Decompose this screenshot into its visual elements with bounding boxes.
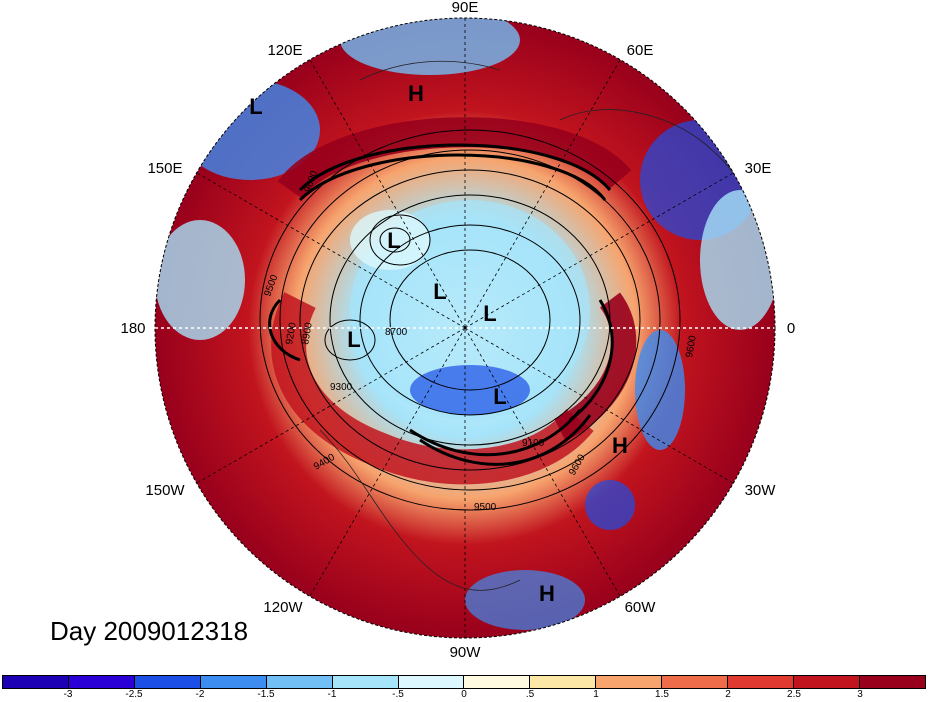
colorbar-bin [332, 676, 399, 688]
colorbar-tick-label: 2.5 [787, 689, 801, 700]
colorbar-bin [68, 676, 135, 688]
pressure-center-low: L [249, 94, 262, 119]
colorbar-tick-label: 2 [725, 689, 731, 700]
colorbar-tick-label: .5 [525, 689, 535, 700]
lon-label-90e: 90E [452, 0, 479, 16]
lon-label-150e: 150E [147, 160, 182, 177]
contour-label: 8700 [385, 327, 408, 338]
colorbar-tick-label: -1 [327, 689, 337, 700]
date-label: Day 2009012318 [50, 616, 249, 646]
pressure-center-low: L [387, 228, 400, 253]
colorbar-tick-label: 1.5 [655, 689, 669, 700]
colorbar [2, 675, 926, 689]
pressure-center-high: H [539, 581, 555, 606]
pressure-center-low: L [483, 301, 496, 326]
height-contours [259, 129, 681, 511]
colorbar-ticks: -3 -2.5 -2 -1.5 -1 -.5 0 .5 1 1.5 2 2.5 3 [2, 689, 926, 702]
colorbar-bin [596, 676, 663, 688]
lon-label-30w: 30W [745, 482, 777, 499]
pressure-center-high: H [408, 81, 424, 106]
colorbar-tick-label: -3 [63, 689, 73, 700]
pressure-center-high: H [612, 433, 628, 458]
colorbar-tick-label: -1.5 [257, 689, 275, 700]
lon-label-30e: 30E [745, 160, 772, 177]
field-shading [155, 18, 775, 638]
lon-label-90w: 90W [450, 644, 482, 661]
colorbar-bin [464, 676, 531, 688]
contour-label: 9300 [330, 382, 353, 393]
colorbar-tick-label: 1 [593, 689, 599, 700]
colorbar-tick-label: -2 [195, 689, 205, 700]
contour-label: 9500 [474, 502, 497, 513]
contour-label: 9600 [684, 334, 699, 358]
contour-label: 9100 [522, 438, 545, 449]
colorbar-bin [662, 676, 729, 688]
colorbar-bin [728, 676, 795, 688]
colorbar-tick-label: 0 [461, 689, 467, 700]
lon-label-120w: 120W [263, 599, 303, 616]
colorbar-bin [794, 676, 860, 688]
pressure-center-low: L [493, 384, 506, 409]
lon-label-180: 180 [120, 320, 145, 337]
contour-label: 9200 [284, 321, 299, 345]
colorbar-bin [3, 676, 69, 688]
colorbar-bin [398, 676, 465, 688]
lon-label-120e: 120E [267, 42, 302, 59]
pressure-center-low: L [347, 327, 360, 352]
lon-label-0: 0 [787, 320, 795, 337]
pressure-center-low: L [433, 279, 446, 304]
colorbar-bin [530, 676, 597, 688]
lon-label-60w: 60W [625, 599, 657, 616]
lon-label-60e: 60E [627, 42, 654, 59]
colorbar-bin [200, 676, 267, 688]
colorbar-bin [266, 676, 333, 688]
map-border [154, 17, 776, 639]
colorbar-tick-label: -2.5 [125, 689, 143, 700]
colorbar-tick-label: -.5 [392, 689, 404, 700]
contour-label: 8900 [300, 321, 315, 345]
graticule [155, 18, 775, 638]
lon-label-150w: 150W [145, 482, 185, 499]
colorbar-bin [859, 676, 925, 688]
colorbar-tick-label: 3 [857, 689, 863, 700]
colorbar-bin [134, 676, 201, 688]
